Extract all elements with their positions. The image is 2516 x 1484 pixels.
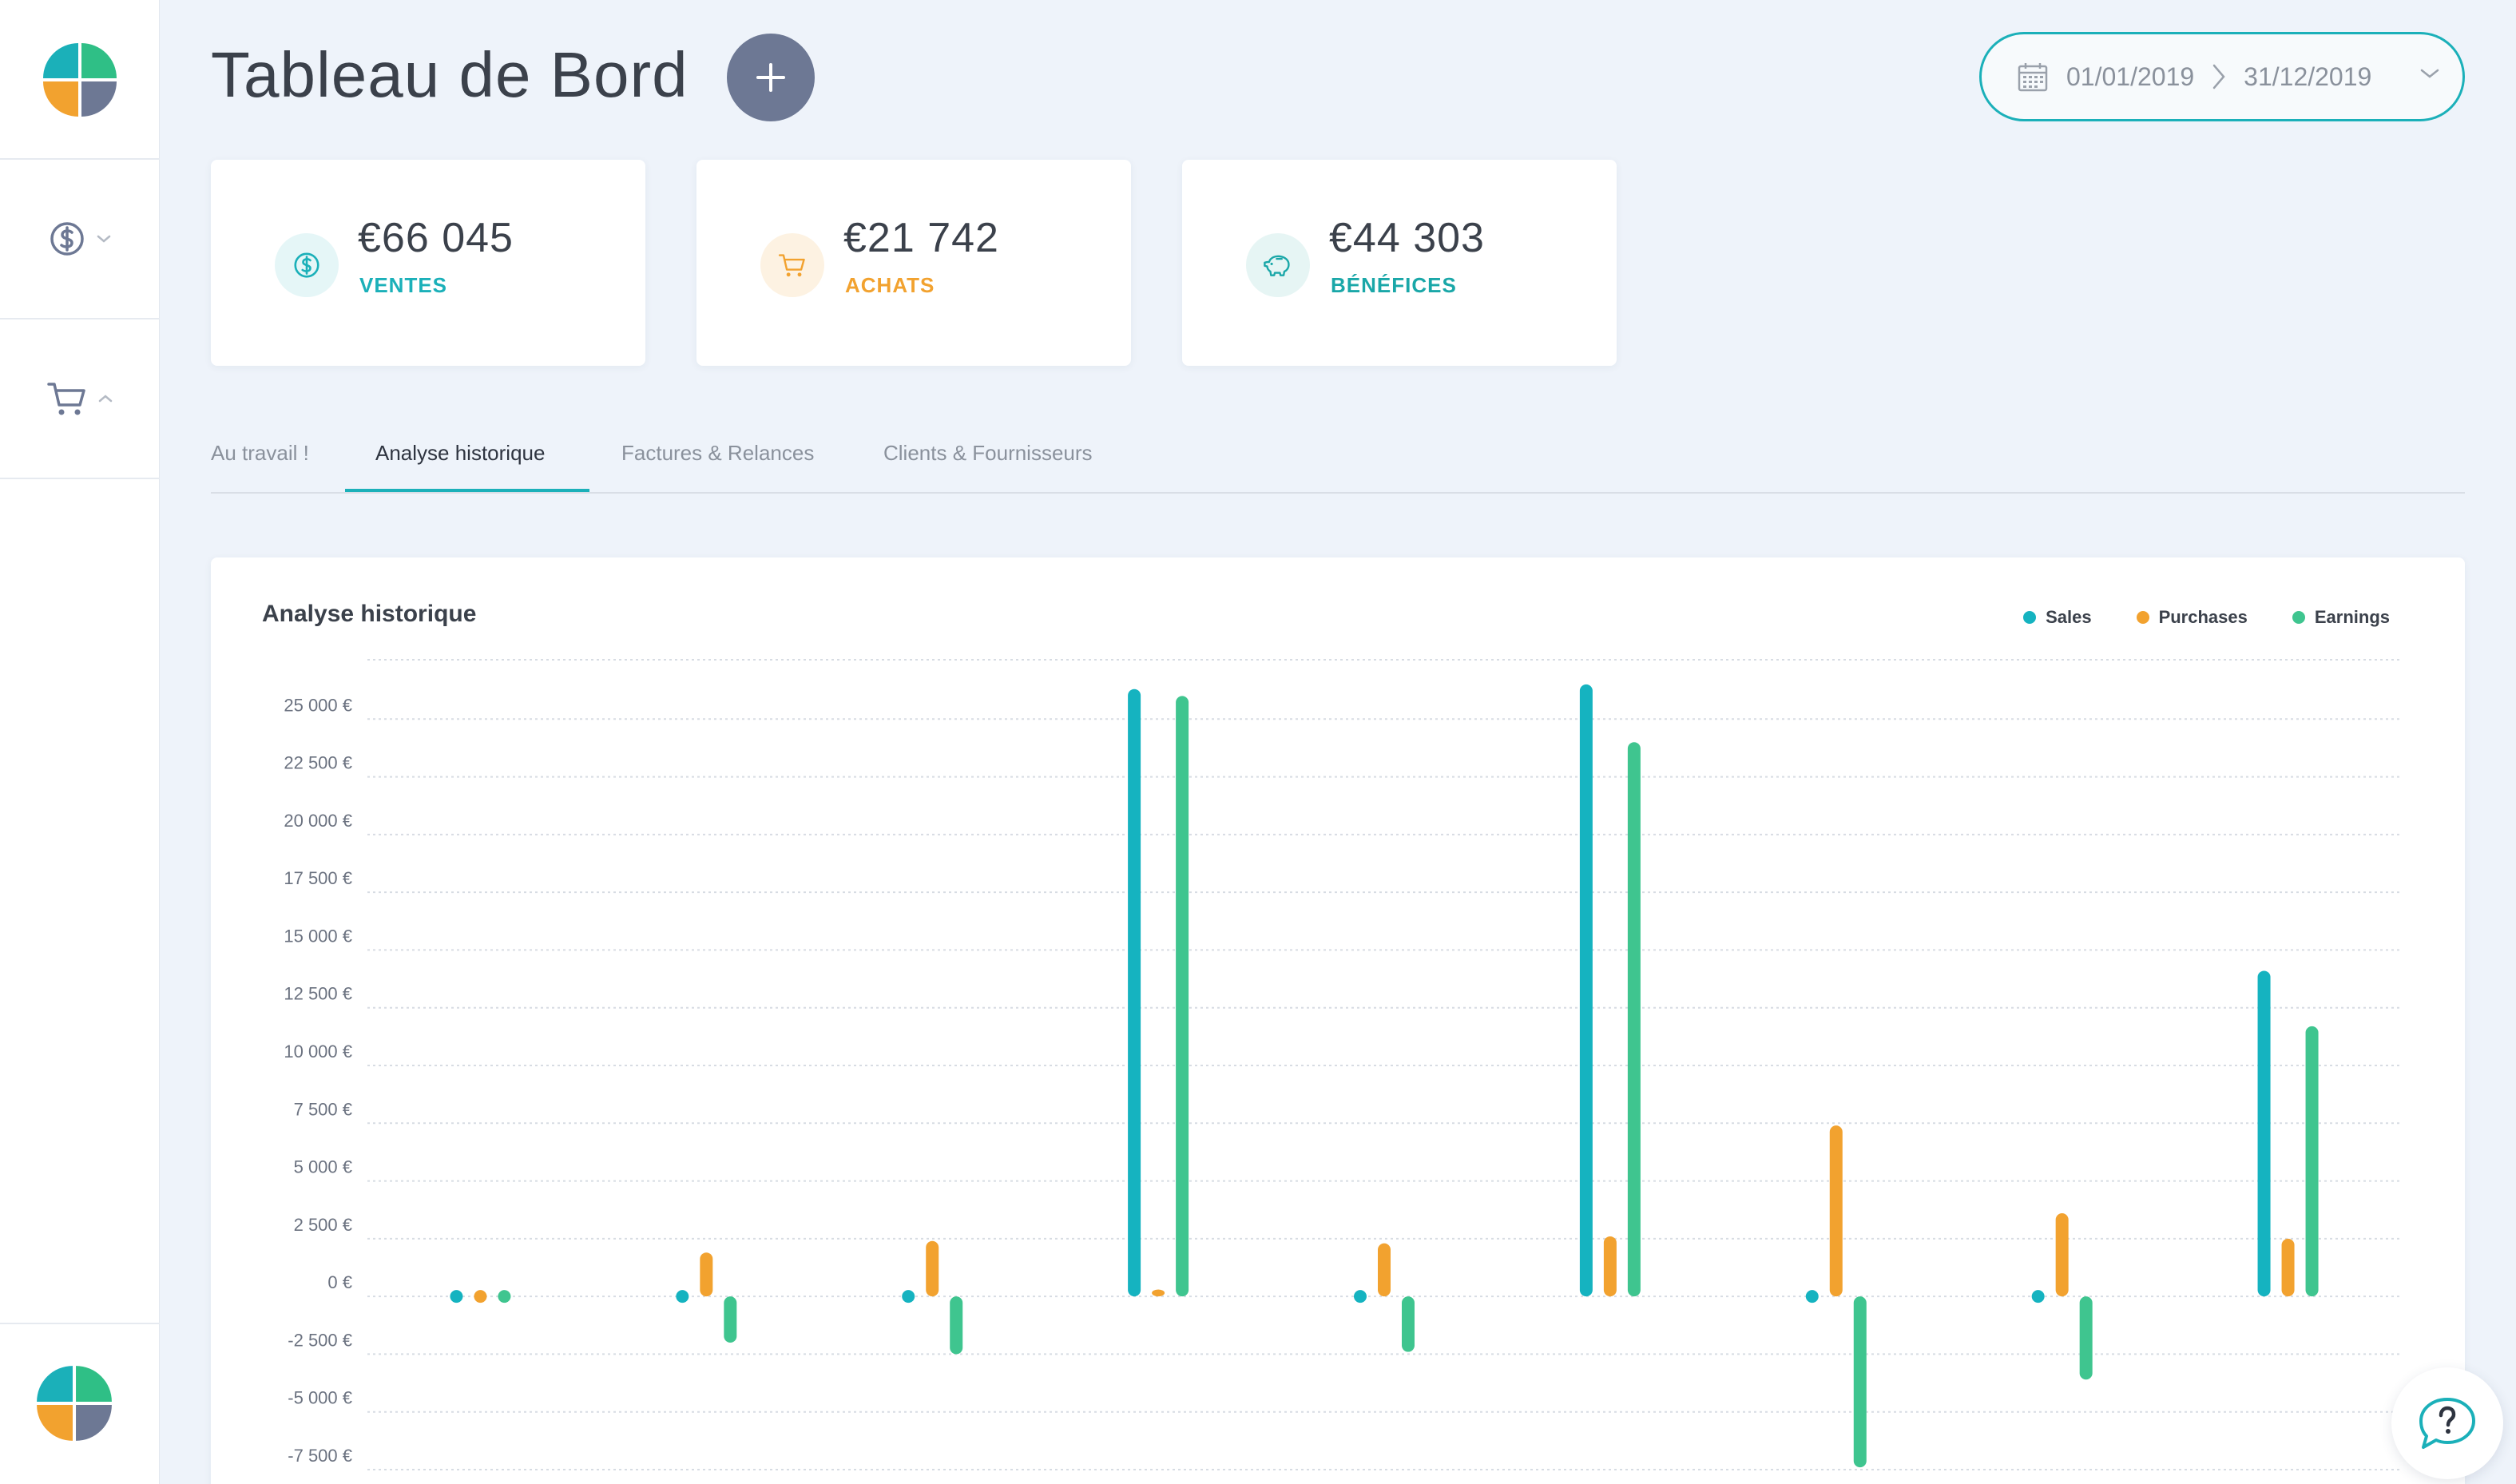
bar-purchases [1603, 1236, 1617, 1297]
legend-dot [2023, 611, 2037, 624]
bar-sales [1579, 684, 1593, 1297]
app-logo[interactable] [40, 40, 120, 120]
y-tick-label: 0 € [327, 1272, 352, 1292]
sidebar-divider [0, 158, 160, 160]
calendar-icon [2018, 63, 2048, 92]
kpi-icon-wrap [1246, 233, 1310, 297]
sidebar-item-sales[interactable] [0, 160, 160, 318]
y-tick-label: 20 000 € [284, 811, 352, 831]
bar-earnings [1853, 1296, 1867, 1468]
legend-item-earnings[interactable]: Earnings [2292, 607, 2390, 628]
bar-purchases [926, 1240, 939, 1297]
tab-factures-relances[interactable]: Factures & Relances [621, 441, 815, 465]
y-tick-label: -7 500 € [288, 1446, 352, 1466]
bar-zero-sales [1805, 1290, 1819, 1303]
kpi-icon-wrap [275, 233, 339, 297]
piggy-bank-icon [1264, 255, 1290, 276]
bar-zero-sales [2031, 1290, 2045, 1303]
tab-analyse-historique[interactable]: Analyse historique [375, 441, 546, 465]
chart-title: Analyse historique [262, 601, 477, 627]
chart-panel: Analyse historique Sales Purchases Earni… [211, 557, 2465, 1484]
cart-icon [778, 254, 805, 277]
bar-sales [1128, 688, 1141, 1297]
bar-zero-sales [902, 1290, 915, 1303]
arrow-right-icon [2212, 64, 2225, 89]
bar-earnings [950, 1296, 963, 1355]
bar-zero-sales [1354, 1290, 1367, 1303]
bar-zero-purchases [474, 1290, 487, 1303]
kpi-value: €21 742 [843, 215, 999, 261]
kpi-card-purchases[interactable]: €21 742 ACHATS [696, 160, 1131, 366]
chevron-down-icon [2420, 69, 2439, 78]
bar-purchases [2055, 1213, 2069, 1297]
bar-zero-sales [450, 1290, 463, 1303]
cart-icon [47, 383, 85, 415]
y-tick-label: -2 500 € [288, 1330, 352, 1350]
bar-purchases [1152, 1289, 1165, 1297]
help-chat-icon [2419, 1398, 2475, 1449]
date-end[interactable]: 31/12/2019 [2244, 62, 2372, 91]
bar-purchases [1378, 1243, 1391, 1297]
tab-au-travail[interactable]: Au travail ! [211, 441, 309, 465]
page-title: Tableau de Bord [211, 39, 689, 110]
y-tick-label: 5 000 € [294, 1157, 352, 1177]
bar-sales [2257, 970, 2271, 1297]
kpi-value: €44 303 [1329, 215, 1485, 261]
add-button[interactable] [727, 34, 815, 121]
plus-icon [756, 63, 785, 92]
bar-earnings [1627, 742, 1641, 1297]
dollar-icon [50, 222, 84, 256]
dollar-icon [294, 252, 319, 278]
bar-zero-earnings [498, 1290, 511, 1303]
bar-earnings [1176, 696, 1189, 1297]
bar-earnings [1402, 1296, 1415, 1352]
legend-label: Purchases [2158, 607, 2248, 627]
sidebar [0, 0, 160, 1484]
bar-earnings [2079, 1296, 2093, 1380]
y-tick-label: 12 500 € [284, 984, 352, 1004]
help-button[interactable] [2391, 1367, 2503, 1479]
bar-purchases [700, 1252, 713, 1297]
chevron-up-icon [98, 395, 113, 403]
y-tick-label: 25 000 € [284, 695, 352, 715]
sidebar-item-purchases[interactable] [0, 319, 160, 478]
kpi-label: BÉNÉFICES [1331, 273, 1457, 297]
y-tick-label: 2 500 € [294, 1215, 352, 1235]
sidebar-divider [0, 478, 160, 479]
bar-purchases [1829, 1125, 1843, 1297]
legend-label: Earnings [2314, 607, 2390, 627]
date-range-picker[interactable]: 01/01/2019 31/12/2019 [1979, 32, 2465, 121]
chart-legend: Sales Purchases Earnings [2023, 607, 2390, 628]
legend-dot [2292, 611, 2305, 624]
y-tick-label: 22 500 € [284, 753, 352, 773]
date-start[interactable]: 01/01/2019 [2066, 62, 2195, 91]
bar-zero-sales [676, 1290, 689, 1303]
legend-item-purchases[interactable]: Purchases [2136, 607, 2248, 628]
kpi-value: €66 045 [358, 215, 514, 261]
kpi-card-earnings[interactable]: €44 303 BÉNÉFICES [1182, 160, 1617, 366]
kpi-icon-wrap [760, 233, 824, 297]
active-tab-indicator [345, 489, 589, 492]
y-tick-label: 10 000 € [284, 1042, 352, 1061]
legend-label: Sales [2046, 607, 2092, 627]
sidebar-divider [0, 318, 160, 319]
tab-bar: Au travail ! Analyse historique Factures… [211, 431, 2465, 494]
tab-clients-fournisseurs[interactable]: Clients & Fournisseurs [883, 441, 1093, 465]
y-tick-label: 17 500 € [284, 868, 352, 888]
y-tick-label: -5 000 € [288, 1388, 352, 1408]
legend-item-sales[interactable]: Sales [2023, 607, 2092, 628]
kpi-card-sales[interactable]: €66 045 VENTES [211, 160, 645, 366]
bar-earnings [724, 1296, 737, 1343]
bar-earnings [2305, 1026, 2319, 1297]
y-tick-label: 15 000 € [284, 926, 352, 946]
kpi-label: ACHATS [845, 273, 935, 297]
sidebar-divider [0, 1323, 160, 1324]
legend-dot [2136, 611, 2149, 624]
kpi-label: VENTES [359, 273, 448, 297]
y-tick-label: 7 500 € [294, 1099, 352, 1119]
bar-purchases [2281, 1238, 2295, 1297]
historical-bar-chart: -7 500 € -5 000 € -2 500 € 0 € 2 500 € 5 000 … [284, 659, 2401, 1470]
company-logo[interactable] [34, 1363, 115, 1444]
chevron-down-icon [97, 235, 111, 243]
